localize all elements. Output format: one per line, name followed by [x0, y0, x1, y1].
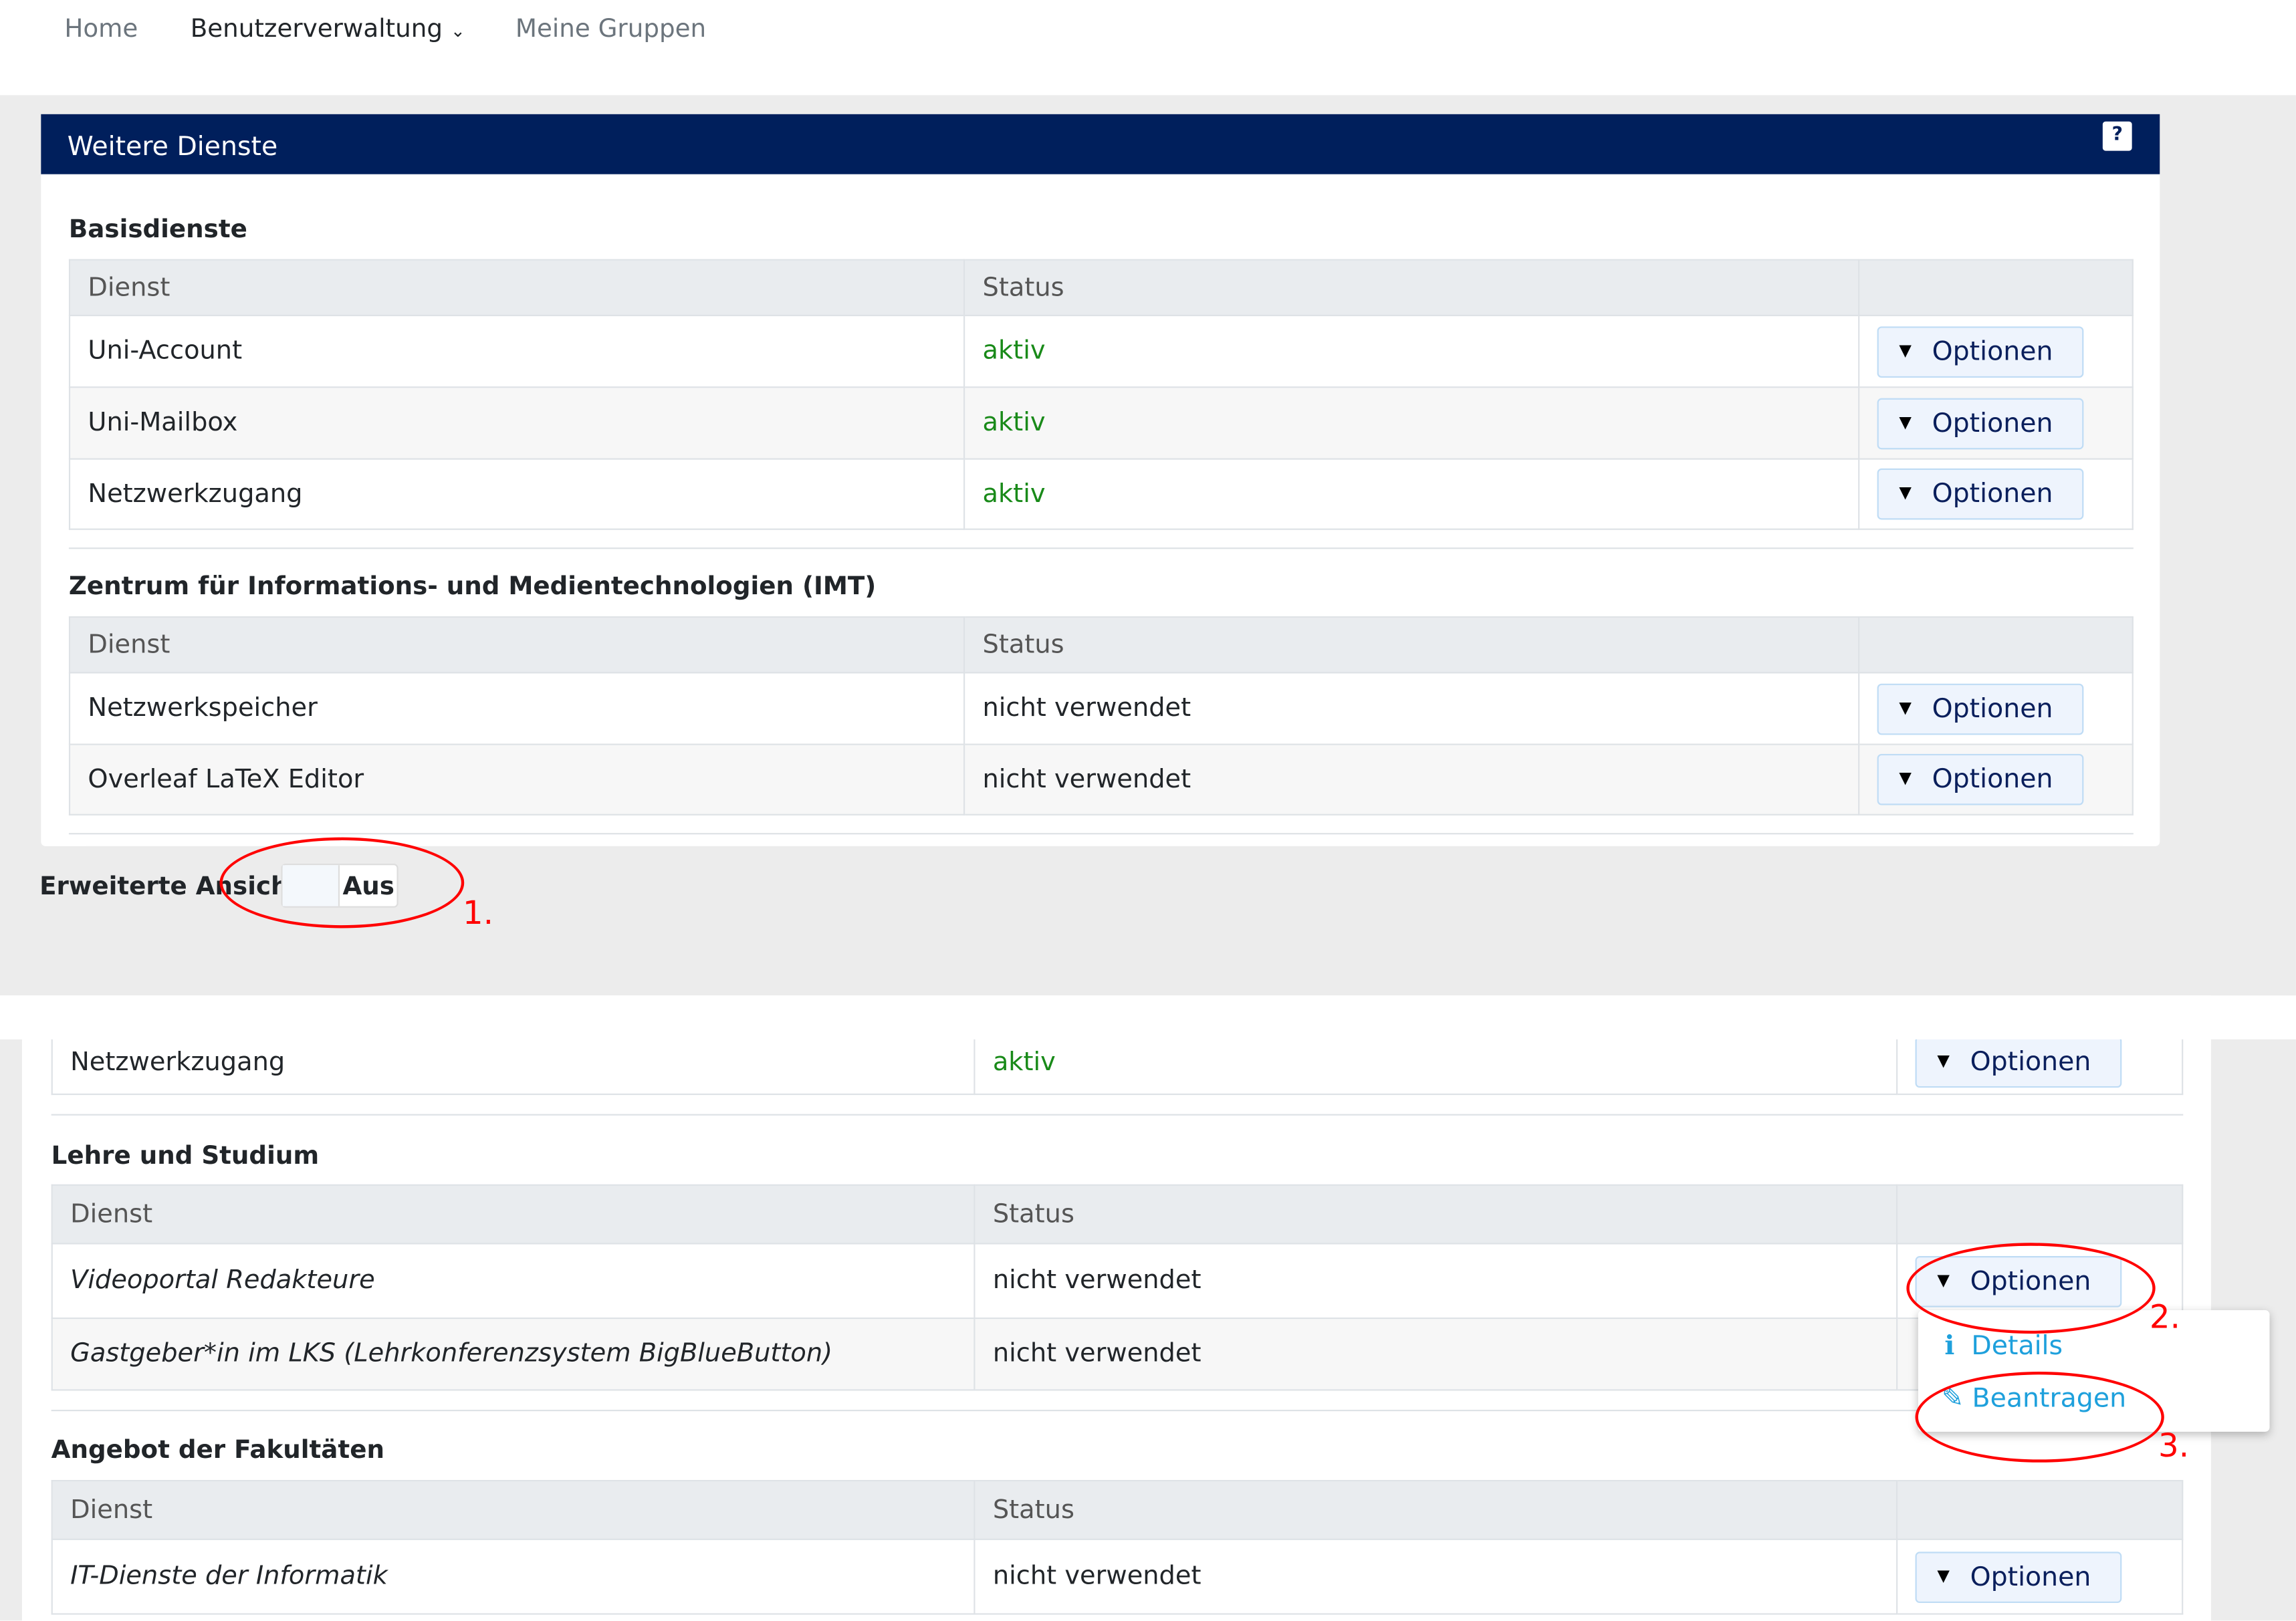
table-row: Netzwerkzugang aktiv ▼ Optionen: [68, 458, 2134, 530]
table-row: Netzwerkspeicher nicht verwendet ▼ Optionen: [68, 672, 2134, 745]
service-name: Uni-Account: [68, 314, 965, 388]
help-icon[interactable]: ?: [2102, 121, 2132, 151]
col-dienst: Dienst: [68, 259, 965, 317]
service-name: Gastgeber*in im LKS (Lehrkonferenzsystem…: [51, 1318, 975, 1391]
options-label: Optionen: [1970, 1046, 2091, 1078]
caret-down-icon: ▼: [1937, 1566, 1950, 1585]
caret-down-icon: ▼: [1899, 483, 1912, 503]
table-row: Gastgeber*in im LKS (Lehrkonferenzsystem…: [51, 1318, 2184, 1391]
options-label: Optionen: [1932, 693, 2053, 724]
col-status: Status: [963, 616, 1860, 674]
section-title: Basisdienste: [68, 215, 247, 245]
chevron-down-icon: ⌄: [450, 20, 465, 41]
menu-label: Details: [1971, 1330, 2063, 1362]
caret-down-icon: ▼: [1937, 1051, 1950, 1070]
col-dienst: Dienst: [51, 1184, 975, 1245]
col-actions: [1858, 616, 2134, 674]
annotation-number: 2.: [2149, 1299, 2180, 1337]
nav-meine-gruppen[interactable]: Meine Gruppen: [515, 14, 707, 44]
service-status: nicht verwendet: [963, 672, 1860, 745]
caret-down-icon: ▼: [1899, 412, 1912, 431]
table-row: Overleaf LaTeX Editor nicht verwendet ▼ Opt…: [68, 743, 2134, 816]
service-status: nicht verwendet: [973, 1243, 1898, 1320]
basisdienste-table: Dienst Status Uni-Account aktiv ▼ Optionen U…: [68, 259, 2134, 530]
service-name: Netzwerkzugang: [68, 458, 965, 530]
options-label: Optionen: [1970, 1561, 2091, 1592]
gap: [0, 995, 2211, 1039]
service-status: nicht verwendet: [973, 1538, 1898, 1615]
options-button[interactable]: ▼ Optionen: [1877, 468, 2084, 520]
nav-benutzerverwaltung[interactable]: Benutzerverwaltung ⌄: [191, 15, 465, 44]
left-gutter: [0, 1039, 22, 1621]
annotation-ellipse: [1915, 1372, 2164, 1463]
service-name: Netzwerkspeicher: [68, 672, 965, 745]
service-name: Netzwerkzugang: [51, 1029, 975, 1096]
service-status: aktiv: [973, 1029, 1898, 1096]
table-row: Videoportal Redakteure nicht verwendet ▼ Op…: [51, 1243, 2184, 1320]
col-actions: [1896, 1184, 2184, 1245]
service-status: aktiv: [963, 458, 1860, 530]
caret-down-icon: ▼: [1899, 768, 1912, 788]
annotation-number: 3.: [2158, 1428, 2190, 1466]
partial-table: Netzwerkzugang aktiv ▼ Optionen: [51, 1029, 2184, 1096]
service-name: Videoportal Redakteure: [51, 1243, 975, 1320]
service-status: aktiv: [963, 386, 1860, 460]
options-button[interactable]: ▼ Optionen: [1915, 1036, 2122, 1088]
table-row: Uni-Account aktiv ▼ Optionen: [68, 314, 2134, 388]
col-dienst: Dienst: [51, 1480, 975, 1540]
options-label: Optionen: [1932, 336, 2053, 367]
section-title: Angebot der Fakultäten: [51, 1436, 384, 1466]
menu-item-details[interactable]: i Details: [1944, 1331, 2063, 1362]
service-name: IT-Dienste der Informatik: [51, 1538, 975, 1615]
col-status: Status: [973, 1184, 1898, 1245]
service-status: nicht verwendet: [963, 743, 1860, 816]
options-button[interactable]: ▼ Optionen: [1877, 682, 2084, 735]
panel-header: Weitere Dienste ?: [41, 114, 2160, 174]
options-label: Optionen: [1932, 764, 2053, 795]
nav-home[interactable]: Home: [64, 14, 138, 44]
annotation-number: 1.: [463, 896, 494, 933]
table-row: Uni-Mailbox aktiv ▼ Optionen: [68, 386, 2134, 460]
service-name: Uni-Mailbox: [68, 386, 965, 460]
col-dienst: Dienst: [68, 616, 965, 674]
col-actions: [1896, 1480, 2184, 1540]
fakultaeten-table: Dienst Status IT-Dienste der Informatik ni…: [51, 1480, 2184, 1615]
col-actions: [1858, 259, 2134, 317]
options-button[interactable]: ▼ Optionen: [1877, 753, 2084, 805]
col-status: Status: [963, 259, 1860, 317]
nav-label: Benutzerverwaltung: [190, 14, 443, 44]
section-title: Lehre und Studium: [51, 1142, 320, 1171]
table-row: IT-Dienste der Informatik nicht verwendet…: [51, 1538, 2184, 1615]
info-icon: i: [1944, 1330, 1955, 1362]
divider: [68, 547, 2134, 549]
annotation-ellipse: [219, 837, 465, 928]
table-row: Netzwerkzugang aktiv ▼ Optionen: [51, 1029, 2184, 1096]
annotation-ellipse: [1906, 1243, 2156, 1334]
imt-table: Dienst Status Netzwerkspeicher nicht verwe…: [68, 616, 2134, 816]
caret-down-icon: ▼: [1899, 340, 1912, 360]
options-button[interactable]: ▼ Optionen: [1877, 397, 2084, 449]
section-title: Zentrum für Informations- und Medientech…: [68, 572, 877, 602]
options-label: Optionen: [1932, 407, 2053, 439]
service-status: aktiv: [963, 314, 1860, 388]
divider: [68, 833, 2134, 835]
service-status: nicht verwendet: [973, 1318, 1898, 1391]
options-label: Optionen: [1932, 479, 2053, 510]
options-button[interactable]: ▼ Optionen: [1915, 1551, 2122, 1602]
lehre-table: Dienst Status Videoportal Redakteure nicht…: [51, 1184, 2184, 1391]
divider: [51, 1114, 2184, 1116]
caret-down-icon: ▼: [1899, 697, 1912, 717]
divider: [51, 1409, 2184, 1412]
options-button[interactable]: ▼ Optionen: [1877, 326, 2084, 377]
service-name: Overleaf LaTeX Editor: [68, 743, 965, 816]
col-status: Status: [973, 1480, 1898, 1540]
panel-title: Weitere Dienste: [67, 132, 278, 163]
